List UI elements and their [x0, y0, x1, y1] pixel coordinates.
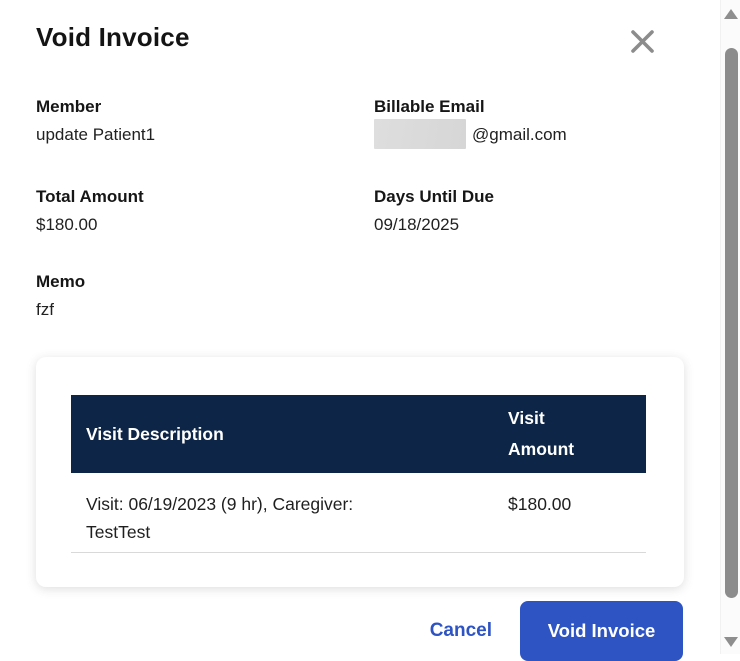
member-value: update Patient1 — [36, 125, 156, 144]
visit-amount-cell: $180.00 — [508, 473, 646, 553]
field-memo: Memo fzf — [36, 272, 374, 319]
scrollbar-up-arrow-icon[interactable] — [723, 9, 738, 19]
email-domain-text: @gmail.com — [472, 124, 567, 144]
billable-email-value: @gmail.com — [374, 119, 720, 149]
table-row: Visit: 06/19/2023 (9 hr), Caregiver: Tes… — [71, 473, 646, 553]
visits-table-header-row: Visit Description Visit Amount — [71, 395, 646, 473]
void-invoice-button[interactable]: Void Invoice — [520, 601, 683, 661]
memo-value: fzf — [36, 300, 54, 319]
visits-card: Visit Description Visit Amount Visit: 06… — [36, 357, 684, 587]
modal-footer: Cancel Void Invoice — [0, 601, 720, 661]
field-billable-email: Billable Email @gmail.com — [374, 97, 720, 149]
member-label: Member — [36, 97, 102, 116]
visit-description-header: Visit Description — [86, 423, 224, 444]
scrollbar-down-arrow-icon[interactable] — [723, 637, 738, 647]
info-row-3: Memo fzf — [36, 272, 720, 319]
visits-table-body: Visit: 06/19/2023 (9 hr), Caregiver: Tes… — [71, 473, 646, 553]
field-days-until-due: Days Until Due 09/18/2025 — [374, 187, 720, 234]
scrollbar-thumb[interactable] — [725, 48, 738, 598]
close-button[interactable] — [625, 24, 660, 59]
close-icon — [629, 30, 656, 58]
info-row-2: Total Amount $180.00 Days Until Due 09/1… — [36, 187, 720, 234]
invoice-info-grid: Member update Patient1 Billable Email @g… — [0, 59, 720, 319]
total-amount-label: Total Amount — [36, 187, 144, 206]
modal-header: Void Invoice — [0, 0, 720, 59]
billable-email-label: Billable Email — [374, 97, 485, 116]
total-amount-value: $180.00 — [36, 215, 98, 234]
scrollbar[interactable] — [720, 0, 740, 654]
void-invoice-modal: Void Invoice Member update Patient1 Bill… — [0, 0, 720, 661]
days-until-due-label: Days Until Due — [374, 187, 494, 206]
cancel-button[interactable]: Cancel — [429, 620, 492, 641]
memo-label: Memo — [36, 272, 86, 291]
days-until-due-value: 09/18/2025 — [374, 215, 460, 234]
visit-description-cell: Visit: 06/19/2023 (9 hr), Caregiver: Tes… — [71, 473, 508, 553]
field-total-amount: Total Amount $180.00 — [36, 187, 374, 234]
redacted-email-box — [374, 119, 466, 149]
info-row-1: Member update Patient1 Billable Email @g… — [36, 97, 720, 149]
modal-title: Void Invoice — [36, 22, 190, 52]
visit-amount-header: Visit Amount — [508, 408, 575, 459]
visits-table: Visit Description Visit Amount Visit: 06… — [71, 395, 646, 553]
visits-table-header: Visit Description Visit Amount — [71, 395, 646, 473]
field-member: Member update Patient1 — [36, 97, 374, 149]
